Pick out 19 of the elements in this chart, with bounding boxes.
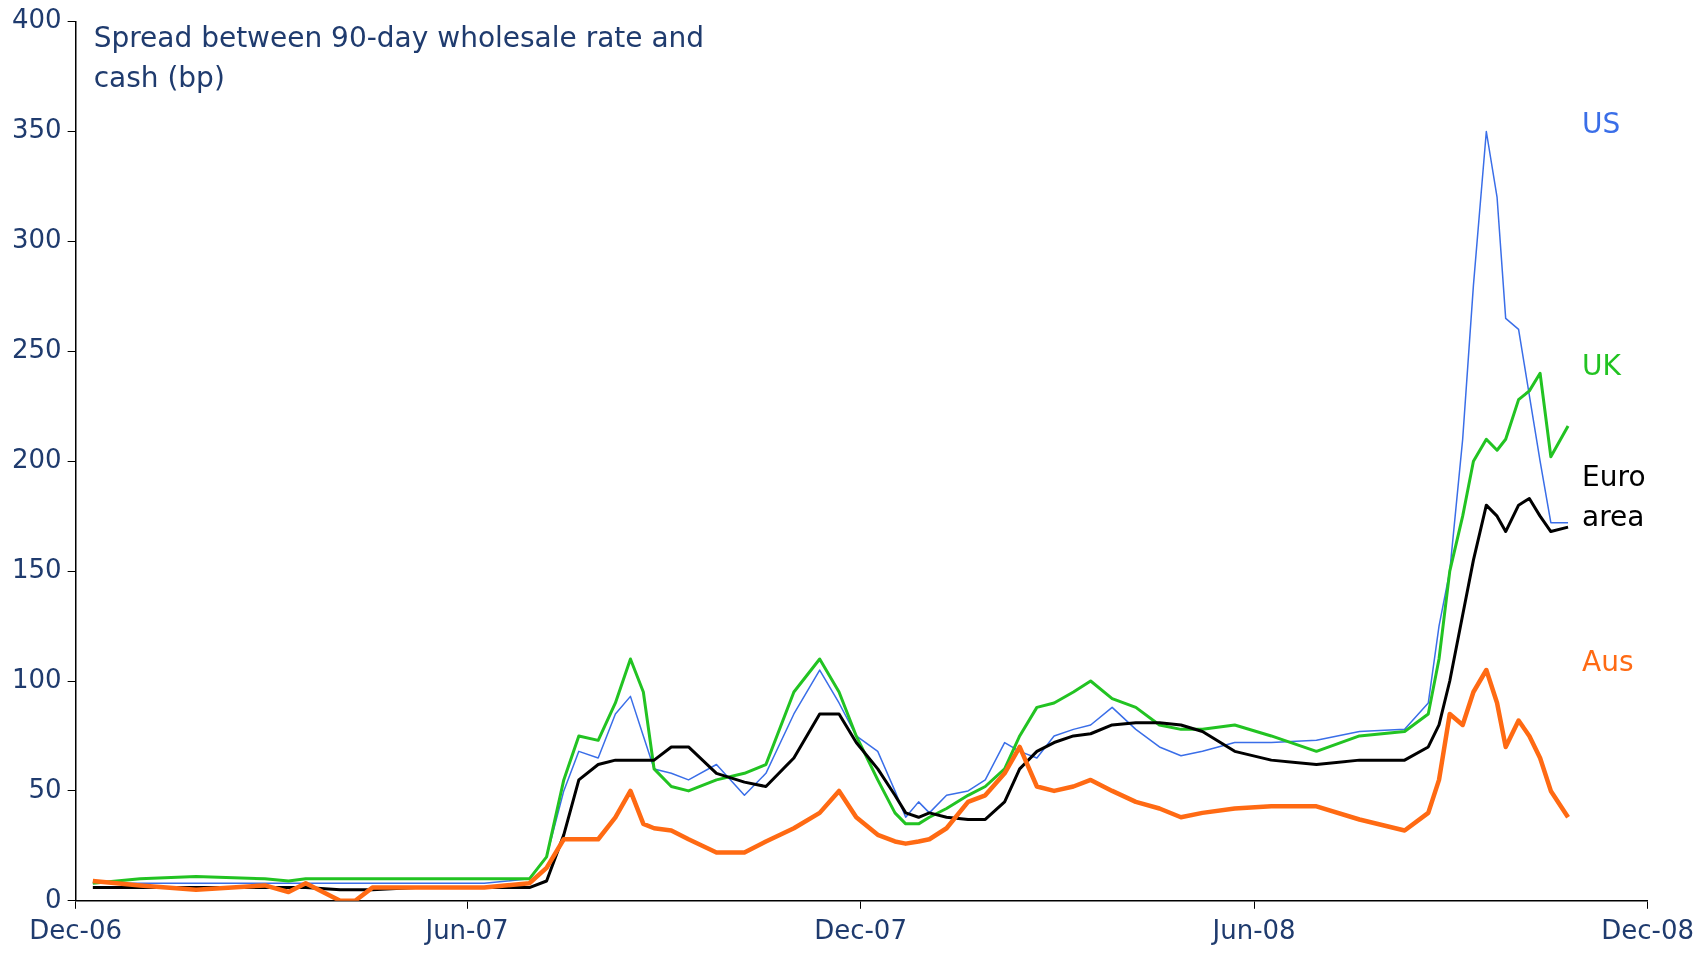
y-axis-title: Spread between 90-day wholesale rate and cash (bp)	[93, 20, 705, 94]
y-tick-label: 150	[11, 553, 62, 584]
series-label: UK	[1582, 348, 1622, 382]
y-tick-label: 400	[11, 4, 62, 35]
x-tick-label: Dec-07	[814, 915, 907, 946]
x-tick-label: Jun-07	[423, 915, 509, 946]
y-tick-label: 350	[11, 114, 62, 145]
text: Aus	[1582, 645, 1634, 679]
y-tick-label: 50	[28, 773, 62, 804]
x-tick-label: Jun-08	[1210, 915, 1296, 946]
y-tick-label: 200	[11, 443, 62, 474]
x-tick-label: Dec-08	[1601, 915, 1694, 946]
y-tick-label: 100	[11, 663, 62, 694]
y-tick-label: 250	[11, 334, 62, 365]
y-tick-label: 0	[45, 883, 62, 914]
series-label: Euro area	[1582, 459, 1646, 533]
y-tick-label: 300	[11, 224, 62, 255]
x-tick-label: Dec-06	[29, 915, 123, 946]
text: US	[1582, 106, 1621, 140]
